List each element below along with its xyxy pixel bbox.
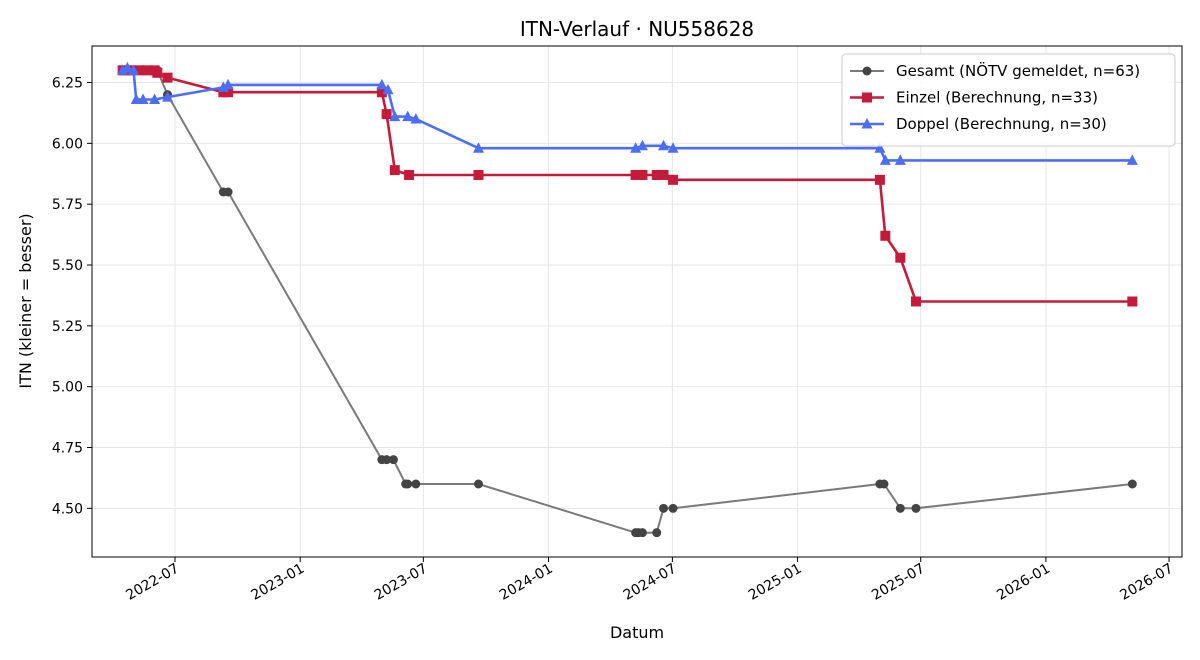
data-point-gesamt — [659, 503, 669, 513]
data-point-einzel — [473, 169, 484, 180]
legend-label-doppel: Doppel (Berechnung, n=30) — [896, 115, 1107, 133]
data-point-einzel — [895, 252, 906, 263]
tick-layer: 4.50 4.75 5.00 5.25 5.50 5.75 6.00 6.25 2022-07 2… — [52, 76, 1176, 604]
y-tick-label: 6.25 — [52, 76, 83, 92]
data-point-doppel — [667, 142, 679, 153]
chart-title: ITN-Verlauf · NU558628 — [520, 17, 754, 41]
data-point-einzel — [658, 169, 669, 180]
legend: Gesamt (NÖTV gemeldet, n=63) Einzel (Bere… — [841, 53, 1176, 147]
plot-frame — [91, 45, 1183, 558]
legend-marker-gesamt — [862, 66, 872, 76]
data-point-gesamt — [895, 503, 905, 513]
data-point-doppel — [402, 110, 414, 122]
data-point-einzel — [630, 169, 641, 180]
data-point-gesamt — [411, 479, 421, 489]
y-tick-label: 4.75 — [52, 441, 83, 457]
data-point-gesamt — [388, 455, 398, 465]
data-point-doppel — [222, 78, 234, 90]
data-point-doppel — [382, 83, 394, 95]
data-point-doppel — [879, 154, 891, 165]
x-tick-label: 2025-07 — [869, 561, 928, 604]
legend-box — [841, 53, 1176, 147]
x-tick-label: 2023-07 — [372, 561, 431, 604]
series-layer — [117, 61, 1138, 538]
data-point-einzel — [637, 169, 648, 180]
data-point-gesamt — [223, 187, 233, 197]
y-tick-label: 6.00 — [52, 136, 83, 152]
x-tick-label: 2026-01 — [994, 561, 1053, 604]
data-point-doppel — [874, 142, 886, 153]
data-point-einzel — [162, 72, 173, 83]
data-point-einzel — [404, 169, 415, 180]
data-point-einzel — [1127, 296, 1138, 307]
data-point-doppel — [472, 142, 484, 153]
data-point-gesamt — [879, 479, 889, 489]
data-point-einzel — [910, 296, 921, 307]
data-point-einzel — [874, 174, 885, 185]
data-point-einzel — [152, 67, 163, 78]
data-point-gesamt — [473, 479, 483, 489]
data-point-doppel — [1126, 154, 1138, 165]
data-point-doppel — [389, 110, 401, 122]
data-point-einzel — [223, 87, 234, 98]
x-tick-label: 2022-07 — [123, 561, 182, 604]
x-tick-label: 2025-01 — [746, 561, 805, 604]
data-point-doppel — [376, 78, 388, 90]
data-point-einzel — [668, 174, 679, 185]
data-point-doppel — [636, 139, 648, 151]
data-point-gesamt — [668, 503, 678, 513]
legend-label-einzel: Einzel (Berechnung, n=33) — [896, 89, 1098, 107]
data-point-einzel — [651, 169, 662, 180]
legend-marker-doppel — [861, 118, 873, 129]
data-point-doppel — [894, 154, 906, 165]
y-tick-label: 5.50 — [52, 258, 83, 274]
y-tick-label: 5.25 — [52, 319, 83, 335]
y-tick-label: 5.75 — [52, 197, 83, 213]
data-point-doppel — [128, 64, 140, 75]
data-point-gesamt — [403, 479, 413, 489]
y-axis-label: ITN (kleiner = besser) — [16, 213, 35, 388]
data-point-doppel — [149, 93, 161, 105]
x-tick-label: 2024-07 — [621, 561, 680, 604]
data-point-einzel — [134, 65, 145, 76]
data-point-gesamt — [652, 528, 662, 538]
data-point-einzel — [141, 65, 152, 76]
y-tick-label: 5.00 — [52, 380, 83, 396]
data-point-doppel — [410, 113, 422, 124]
data-point-einzel — [381, 109, 392, 120]
data-point-einzel — [880, 230, 891, 241]
data-point-einzel — [376, 87, 387, 98]
data-point-einzel — [389, 165, 400, 176]
data-point-doppel — [121, 61, 133, 73]
legend-marker-einzel — [862, 92, 872, 103]
series-doppel — [117, 61, 1138, 165]
x-axis-label: Datum — [610, 623, 664, 642]
x-tick-label: 2026-07 — [1117, 561, 1176, 604]
data-point-doppel — [658, 139, 670, 151]
x-tick-label: 2024-01 — [497, 561, 556, 604]
data-point-gesamt — [911, 503, 921, 513]
data-point-gesamt — [1127, 479, 1137, 489]
y-tick-label: 4.50 — [52, 501, 83, 517]
grid-layer — [92, 46, 1182, 557]
data-point-gesamt — [637, 528, 647, 538]
legend-label-gesamt: Gesamt (NÖTV gemeldet, n=63) — [896, 61, 1140, 80]
x-tick-label: 2023-01 — [249, 561, 308, 604]
data-point-doppel — [162, 91, 174, 102]
data-point-gesamt — [382, 455, 392, 465]
data-point-doppel — [137, 93, 149, 105]
